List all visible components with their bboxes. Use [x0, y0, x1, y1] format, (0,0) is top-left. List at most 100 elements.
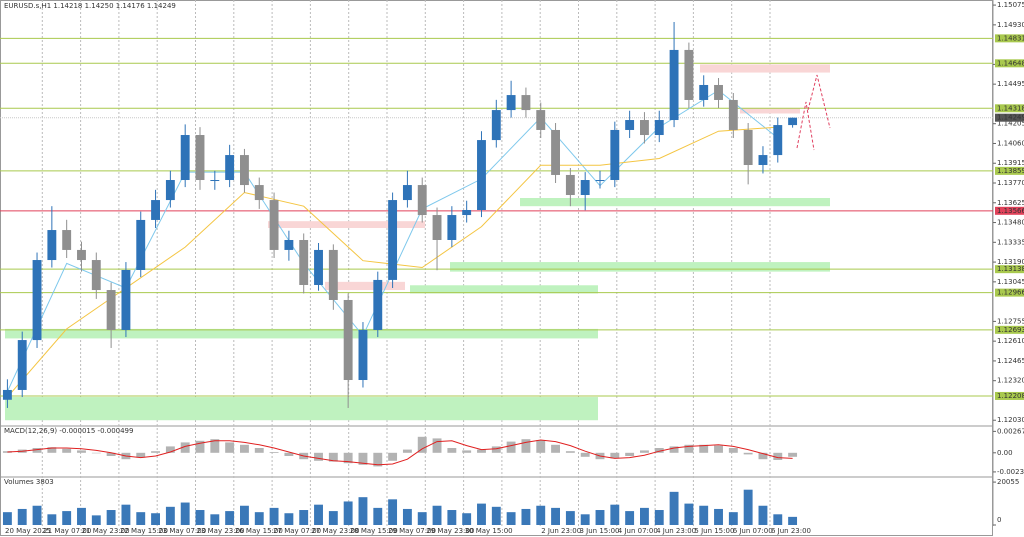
macd-bar: [684, 444, 694, 453]
candle-body: [580, 180, 590, 196]
volume-bar: [106, 510, 116, 525]
arrow: [807, 74, 831, 129]
volume-bar: [728, 512, 738, 525]
level-label-box: [995, 34, 1024, 43]
candle-body: [195, 135, 205, 181]
candle-body: [225, 155, 235, 181]
level-label: 1.14831: [997, 34, 1024, 42]
macd-bar: [773, 452, 783, 460]
macd-bar: [536, 440, 546, 453]
y-tick-label: 1.12755: [997, 317, 1024, 325]
chart-title: EURUSD.s,H1 1.14218 1.14250 1.14176 1.14…: [4, 2, 176, 10]
macd-bar: [254, 448, 264, 453]
y-tick-label: 1.14205: [997, 120, 1024, 128]
volume-bar: [165, 506, 175, 525]
volume-bar: [314, 504, 323, 525]
macd-tick-label: -0.002389: [997, 468, 1024, 476]
volume-bar: [17, 508, 27, 525]
x-tick-label: 26 May 15:00: [235, 527, 283, 535]
macd-bar: [388, 452, 398, 461]
volume-bar: [432, 505, 442, 525]
candle-body: [254, 185, 264, 201]
candle-body: [402, 185, 412, 201]
candle-body: [743, 129, 753, 166]
volume-bar: [580, 514, 590, 525]
macd-bar: [447, 448, 457, 453]
macd-signal: [7, 439, 793, 466]
candle-body: [32, 260, 42, 341]
volume-bar: [358, 497, 368, 525]
candle-body: [684, 49, 694, 100]
volume-bar: [343, 501, 353, 525]
macd-bar: [269, 452, 279, 453]
y-tick-label: 1.13045: [997, 278, 1024, 286]
macd-bar: [654, 448, 664, 453]
macd-bar: [91, 452, 101, 454]
x-tick-label: 21 May 23:00: [82, 527, 130, 535]
x-tick-label: 5 Jun 15:00: [694, 527, 734, 535]
candle-body: [565, 174, 575, 196]
volume-bar: [151, 513, 160, 525]
candle-body: [2, 389, 12, 400]
volume-bar: [402, 508, 412, 525]
macd-bar: [565, 451, 575, 453]
volume-bar: [388, 499, 398, 525]
macd-tick-label: 0.00: [997, 449, 1013, 457]
macd-bar: [714, 445, 723, 453]
volume-bar: [595, 510, 605, 525]
level-label: 1.12966: [997, 289, 1024, 297]
candle-body: [447, 215, 457, 240]
macd-bar: [195, 440, 205, 453]
y-tick-label: 1.13770: [997, 179, 1024, 187]
macd-bar: [640, 450, 649, 453]
candle-body: [625, 120, 635, 130]
macd-bar: [32, 448, 42, 453]
candle-body: [758, 155, 768, 166]
candle-body: [669, 49, 679, 121]
x-tick-label: 4 Jun 23:00: [656, 527, 696, 535]
candle-body: [17, 340, 27, 390]
candle-body: [506, 95, 516, 111]
current-price-box: [995, 113, 1024, 122]
zone: [325, 281, 405, 291]
x-tick-label: 22 May 15:00: [120, 527, 168, 535]
macd-bar: [136, 452, 146, 458]
x-tick-label: 29 May 23:00: [426, 527, 474, 535]
candle-body: [417, 185, 427, 216]
volume-bar: [121, 504, 131, 525]
macd-bar: [314, 452, 323, 461]
macd-bar: [610, 452, 620, 459]
volume-bar: [551, 507, 560, 525]
volume-label: Volumes 3803: [4, 478, 54, 486]
volume-bar: [462, 513, 472, 525]
y-tick-label: 1.14930: [997, 21, 1024, 29]
level-label: 1.13859: [997, 167, 1024, 175]
candle-body: [136, 219, 146, 270]
current-price-label: 1.14249: [997, 114, 1024, 122]
candle-body: [610, 129, 620, 181]
zone: [5, 328, 598, 339]
candle-body: [595, 180, 605, 182]
macd-bar: [180, 442, 190, 453]
volume-bar: [136, 512, 146, 525]
candle-body: [699, 84, 709, 100]
level-label-box: [995, 59, 1024, 68]
y-tick-label: 1.13480: [997, 219, 1024, 227]
candle-body: [284, 239, 294, 250]
volume-bar: [669, 491, 679, 525]
x-tick-label: 20 May 2025: [5, 527, 51, 535]
macd-bar: [728, 448, 738, 453]
volume-bar: [77, 507, 86, 525]
y-tick-label: 1.14060: [997, 139, 1024, 147]
macd-bar: [343, 452, 353, 464]
zone: [268, 221, 425, 228]
y-tick-label: 1.15075: [997, 1, 1024, 9]
level-label-box: [995, 104, 1024, 113]
candle-body: [728, 99, 738, 130]
candle-body: [106, 290, 116, 330]
candle-body: [299, 239, 309, 285]
level-label-box: [995, 391, 1024, 400]
level-label: 1.14648: [997, 59, 1024, 67]
macd-bar: [165, 446, 175, 453]
